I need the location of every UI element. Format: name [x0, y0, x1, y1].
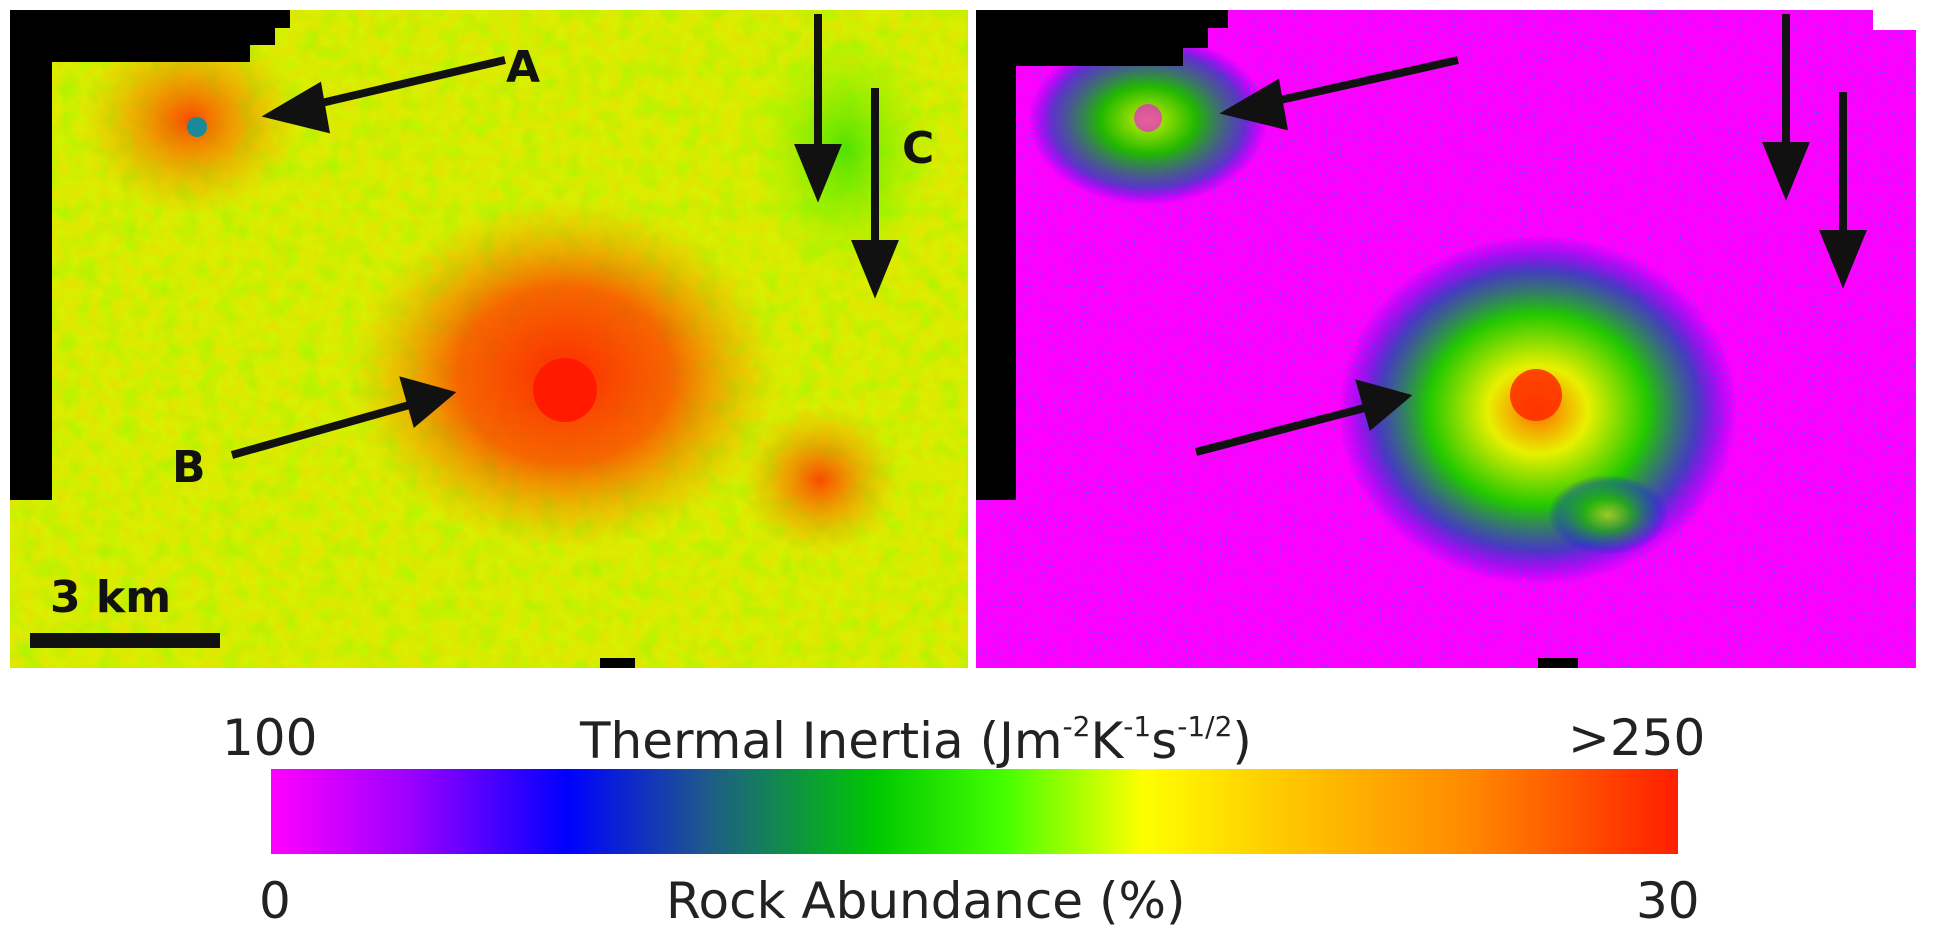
rock-abundance-map [968, 0, 1933, 668]
label-a: A [506, 42, 540, 93]
thermal-inertia-title: Thermal Inertia (Jm-2K-1s-1/2) [580, 710, 1252, 770]
annotation-arrows-right [1194, 14, 1867, 456]
arrow-b-head [399, 376, 457, 429]
rock-abundance-max-label: 30 [1636, 872, 1700, 930]
thermal-inertia-image: A B C 3 km [0, 0, 968, 668]
annotation-arrows [230, 14, 899, 459]
label-b: B [172, 442, 206, 493]
arrow-a-head [261, 81, 330, 134]
rock-abundance-title: Rock Abundance (%) [666, 872, 1186, 930]
thermal-inertia-max-label: >250 [1568, 709, 1706, 767]
colorbar-legend: 100 Thermal Inertia (Jm-2K-1s-1/2) >250 … [0, 668, 1933, 939]
scale-bar [30, 633, 220, 648]
region-c-signature [750, 20, 940, 280]
label-c: C [902, 123, 934, 174]
rock-abundance-image [968, 0, 1933, 668]
thermal-inertia-min-label: 100 [222, 709, 318, 767]
rock-abundance-min-label: 0 [259, 872, 291, 930]
colorbar-gradient [271, 769, 1678, 854]
scale-bar-label: 3 km [50, 572, 171, 623]
thermal-inertia-map: A B C 3 km [0, 0, 968, 668]
